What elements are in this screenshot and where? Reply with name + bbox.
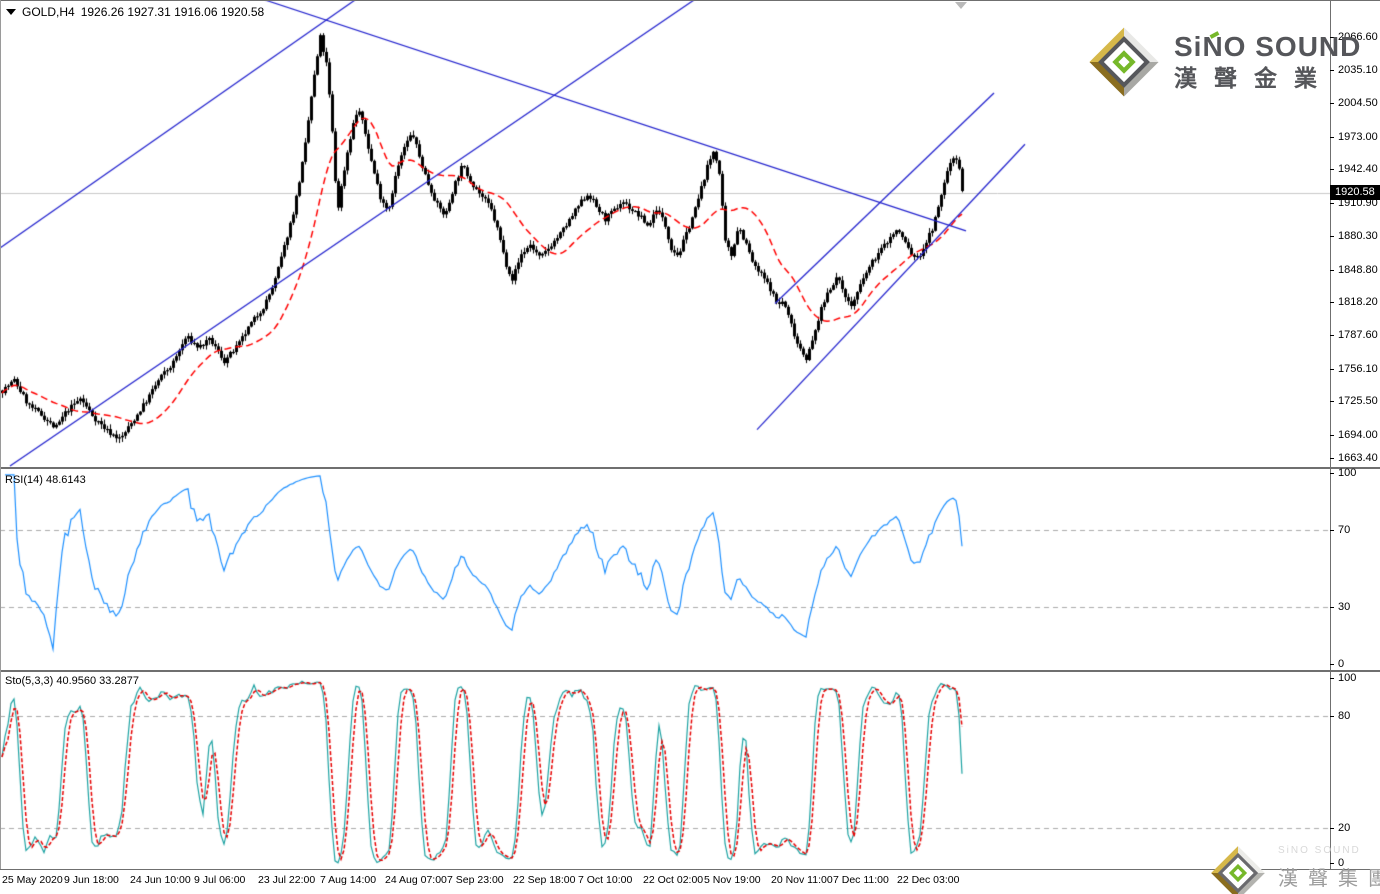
price-tick-label: 1725.50 (1338, 395, 1378, 408)
axis-tick (1330, 302, 1334, 303)
time-axis-label: 22 Oct 02:00 (643, 874, 704, 886)
price-axis-border (1330, 0, 1331, 869)
stoch-tick-label: 100 (1338, 672, 1357, 684)
time-axis-label: 22 Sep 18:00 (513, 874, 576, 886)
axis-tick (1330, 369, 1334, 370)
rsi-panel-chart[interactable] (0, 470, 1330, 670)
symbol-label: GOLD,H4 (22, 5, 75, 19)
axis-tick (1330, 716, 1334, 717)
axis-tick (1330, 401, 1334, 402)
axis-tick (1330, 270, 1334, 271)
time-axis-label: 24 Jun 10:00 (130, 874, 191, 886)
axis-tick (1330, 137, 1334, 138)
left-border (0, 0, 1, 869)
panel-separator-main-rsi[interactable] (0, 467, 1380, 469)
axis-tick (1330, 664, 1334, 665)
stoch-panel-chart[interactable] (0, 672, 1330, 869)
sino-sound-logo: SiNO SOUND 漢聲金業 (1088, 26, 1361, 98)
axis-tick (1330, 203, 1334, 204)
stoch-tick-label: 20 (1338, 822, 1351, 835)
axis-tick (1330, 169, 1334, 170)
time-axis-label: 24 Aug 07:00 (385, 874, 447, 886)
stoch-tick-label: 0 (1338, 857, 1345, 869)
watermark-brand-text: SiNO SOUND (1278, 845, 1361, 856)
axis-tick (1330, 458, 1334, 459)
price-tick-label: 1694.00 (1338, 428, 1378, 441)
price-tick-label: 1756.10 (1338, 362, 1378, 375)
axis-tick (1330, 435, 1334, 436)
price-tick-label: 1787.60 (1338, 328, 1378, 341)
time-axis-label: 9 Jun 18:00 (64, 874, 119, 886)
price-tick-label: 1663.40 (1338, 452, 1378, 464)
logo-brand-cn-text: 漢聲金業 (1174, 65, 1334, 91)
rsi-tick-label: 30 (1338, 600, 1351, 613)
rsi-tick-label: 0 (1338, 658, 1345, 670)
axis-tick (1330, 70, 1334, 71)
axis-tick (1330, 236, 1334, 237)
symbol-ohlc-readout: GOLD,H4 1926.26 1927.31 1916.06 1920.58 (6, 5, 264, 19)
price-tick-label: 1942.40 (1338, 163, 1378, 176)
time-axis-label: 22 Dec 03:00 (897, 874, 960, 886)
time-axis-label: 25 May 2020 (2, 874, 63, 886)
symbol-dropdown-icon[interactable] (6, 9, 16, 15)
price-tick-label: 1818.20 (1338, 296, 1378, 309)
current-price-badge: 1920.58 (1330, 185, 1380, 200)
axis-tick (1330, 607, 1334, 608)
stoch-indicator-label: Sto(5,3,3) 40.9560 33.2877 (5, 675, 139, 687)
time-axis-label: 9 Jul 06:00 (194, 874, 246, 886)
top-border (0, 0, 1380, 1)
price-tick-label: 1973.00 (1338, 130, 1378, 143)
panel-separator-time-axis (0, 869, 1380, 870)
time-axis-label: 7 Oct 10:00 (578, 874, 633, 886)
time-axis-label: 7 Dec 11:00 (833, 874, 889, 886)
panel-separator-rsi-stoch[interactable] (0, 670, 1380, 672)
ohlc-values: 1926.26 1927.31 1916.06 1920.58 (80, 5, 265, 19)
stoch-tick-label: 80 (1338, 709, 1351, 722)
time-axis-label: 20 Nov 11:00 (771, 874, 833, 886)
time-axis-label: 7 Sep 23:00 (447, 874, 504, 886)
diamond-logo-icon (1089, 27, 1159, 97)
price-tick-label: 1910.90 (1338, 197, 1378, 210)
time-axis-label: 5 Nov 19:00 (704, 874, 761, 886)
price-tick-label: 1848.80 (1338, 263, 1378, 276)
price-tick-label: 1880.30 (1338, 229, 1378, 242)
axis-tick (1330, 828, 1334, 829)
rsi-tick-label: 100 (1338, 467, 1357, 479)
price-tick-label: 2004.50 (1338, 97, 1378, 110)
latest-bar-marker-icon[interactable] (955, 2, 967, 9)
watermark-logo: SiNO SOUND 漢聲集團 (1210, 845, 1380, 894)
watermark-cn-text: 漢聲集團 (1278, 868, 1380, 890)
axis-tick (1330, 530, 1334, 531)
time-axis-label: 23 Jul 22:00 (258, 874, 316, 886)
axis-tick (1330, 863, 1334, 864)
price-tick-label: 2035.10 (1338, 64, 1378, 77)
axis-tick (1330, 473, 1334, 474)
axis-tick (1330, 103, 1334, 104)
axis-tick (1330, 678, 1334, 679)
logo-brand-text: SiNO SOUND (1174, 31, 1362, 62)
time-axis-label: 7 Aug 14:00 (320, 874, 377, 886)
rsi-tick-label: 70 (1338, 524, 1351, 537)
axis-tick (1330, 37, 1334, 38)
axis-tick (1330, 335, 1334, 336)
watermark-diamond-icon (1211, 846, 1265, 894)
rsi-indicator-label: RSI(14) 48.6143 (5, 474, 86, 486)
price-tick-label: 2066.60 (1338, 30, 1378, 43)
